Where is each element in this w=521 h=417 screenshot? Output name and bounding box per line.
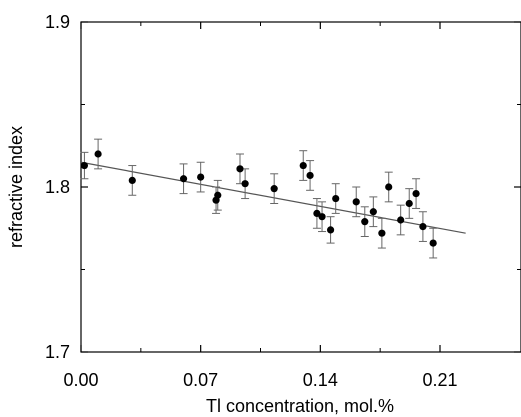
data-point: [412, 190, 420, 198]
data-point: [397, 216, 405, 224]
data-point: [378, 229, 386, 237]
x-tick-label: 0.21: [422, 370, 457, 390]
data-point: [352, 198, 360, 206]
data-point: [318, 213, 326, 221]
data-point: [128, 176, 136, 184]
axis-ticks: 0.00 0.07 0.14 0.21 1.7 1.8 1.9: [45, 12, 521, 390]
x-axis-label: Tl concentration, mol.%: [206, 396, 394, 416]
x-tick-label: 0.07: [183, 370, 218, 390]
data-point: [326, 226, 335, 234]
data-point: [405, 199, 413, 208]
fit-line: [80, 161, 466, 234]
y-tick-label: 1.7: [45, 342, 70, 362]
y-tick-label: 1.8: [45, 177, 70, 197]
data-point: [299, 161, 307, 170]
y-tick-label: 1.9: [45, 12, 70, 32]
y-axis-label: refractive index: [6, 126, 26, 248]
error-bars: [80, 138, 438, 259]
fit-line-group: [80, 161, 466, 234]
x-tick-label: 0.14: [303, 370, 338, 390]
data-point: [80, 161, 89, 170]
data-point: [270, 185, 278, 193]
data-point: [361, 218, 369, 226]
data-point: [419, 223, 427, 231]
data-point: [179, 175, 188, 183]
data-point: [429, 239, 437, 247]
data-points: [80, 150, 437, 247]
data-point: [94, 150, 102, 158]
data-point: [214, 191, 222, 199]
data-point: [197, 173, 205, 181]
data-point: [236, 165, 244, 173]
data-point: [306, 171, 314, 180]
data-point: [241, 180, 249, 188]
x-tick-label: 0.00: [63, 370, 98, 390]
data-point: [369, 208, 377, 216]
data-point: [313, 209, 321, 217]
data-point: [385, 183, 393, 191]
plot-frame: [80, 21, 521, 353]
data-point: [332, 194, 340, 203]
